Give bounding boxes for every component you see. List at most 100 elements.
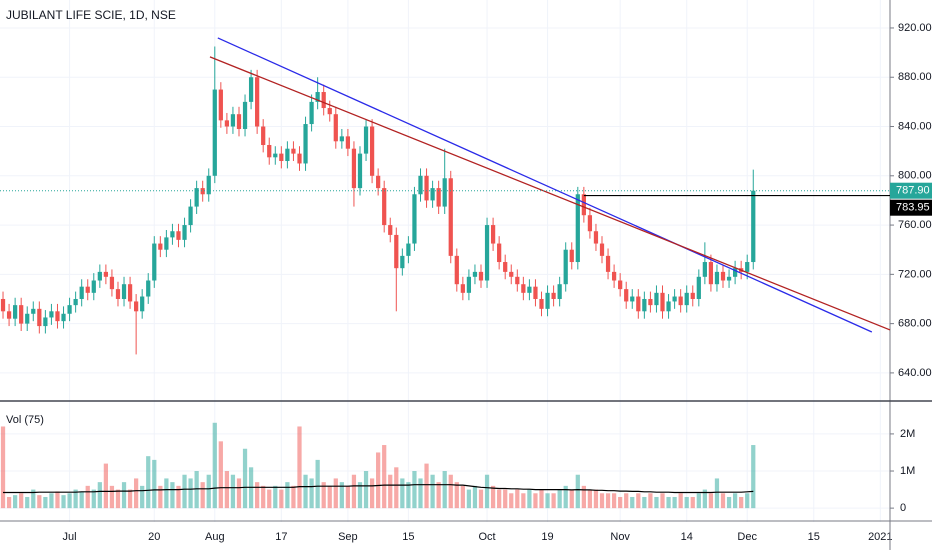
volume-bar (382, 445, 387, 509)
candle-body (412, 194, 417, 244)
volume-bar (85, 485, 90, 509)
candle-body (248, 77, 254, 102)
candle-body (575, 194, 580, 263)
volume-bar (745, 493, 750, 509)
candle-body (115, 289, 121, 299)
volume-bar (557, 489, 562, 509)
candle-body (690, 292, 695, 299)
x-tick-label: 20 (148, 531, 160, 543)
volume-bar (678, 493, 683, 509)
volume-bar (351, 474, 357, 509)
x-tick-label: Sep (338, 531, 358, 543)
volume-bar (539, 489, 544, 509)
volume-bar (418, 478, 423, 509)
volume-bar (115, 489, 121, 509)
candle-body (521, 284, 526, 293)
volume-bar (593, 489, 599, 509)
candle-body (152, 243, 157, 281)
volume-bar (321, 482, 326, 509)
candle-body (533, 286, 538, 299)
volume-bar (599, 493, 605, 509)
candle-body (430, 188, 435, 201)
candle-body (539, 298, 544, 309)
candle-body (321, 92, 326, 109)
volume-bar (484, 474, 490, 509)
level-box (890, 199, 932, 216)
volume-bar (79, 491, 84, 509)
candle-body (158, 243, 163, 250)
volume-bar (490, 485, 496, 509)
x-tick-label: 19 (541, 531, 553, 543)
candle-body (170, 231, 175, 238)
candle-body (660, 292, 665, 312)
candle-body (418, 175, 423, 195)
volume-bar (363, 471, 369, 509)
volume-bar (140, 485, 145, 509)
candle-body (345, 136, 351, 149)
candle-body (509, 271, 514, 277)
volume-bar (533, 493, 538, 509)
volume-bar (109, 485, 115, 509)
candle-body (121, 284, 127, 299)
volume-bar (702, 489, 707, 509)
candle-body (593, 231, 599, 244)
candle-body (140, 296, 145, 312)
candle-body (73, 298, 78, 306)
volume-bar (236, 478, 242, 509)
candle-body (611, 271, 617, 281)
volume-bar (212, 422, 217, 509)
volume-bar (43, 496, 48, 509)
candle-body (696, 276, 701, 299)
volume-bar (708, 493, 714, 509)
x-tick-label: Nov (610, 531, 630, 543)
y-tick-label: 2M (900, 428, 915, 440)
volume-bar (394, 467, 399, 509)
candle-body (490, 225, 496, 244)
level-label: 783.95 (896, 202, 930, 214)
volume-bar (200, 482, 205, 509)
volume-bar (152, 459, 157, 509)
volume-bar (545, 493, 550, 509)
volume-bar (19, 493, 24, 509)
volume-bar (369, 478, 375, 509)
candle-body (466, 276, 472, 293)
candle-body (212, 89, 217, 176)
candle-body (6, 311, 12, 319)
candle-body (460, 284, 465, 293)
volume-bar (400, 478, 405, 509)
volume-bar (666, 496, 671, 509)
volume-bar (242, 448, 248, 509)
volume-bar (158, 485, 163, 509)
volume-bar (605, 493, 611, 509)
volume-bar (218, 441, 223, 509)
candle-body (182, 225, 187, 240)
volume-bar (690, 496, 695, 509)
volume-ma-line (3, 484, 754, 494)
candle-body (732, 268, 738, 277)
volume-bar (684, 496, 689, 509)
volume-bar (412, 471, 417, 509)
volume-bar (509, 493, 514, 509)
candle-body (648, 298, 653, 306)
volume-bar (454, 482, 459, 509)
candle-body (563, 249, 568, 285)
volume-bar (13, 495, 18, 509)
volume-bar (91, 489, 96, 509)
volume-bar (194, 471, 199, 509)
candle-body (515, 276, 520, 285)
candle-body (37, 308, 42, 327)
volume-bar (436, 482, 441, 509)
volume-bar (303, 474, 308, 509)
volume-bar (739, 496, 744, 509)
candle-body (127, 284, 133, 302)
volume-bar (424, 463, 429, 509)
candle-body (503, 262, 508, 272)
trend-line (209, 56, 891, 331)
candle-body (497, 243, 502, 263)
volume-bar (279, 489, 284, 509)
candle-body (400, 255, 405, 269)
candle-body (388, 225, 393, 235)
volume-bar (345, 485, 351, 509)
volume-bar (49, 493, 54, 509)
candle-body (67, 305, 72, 314)
